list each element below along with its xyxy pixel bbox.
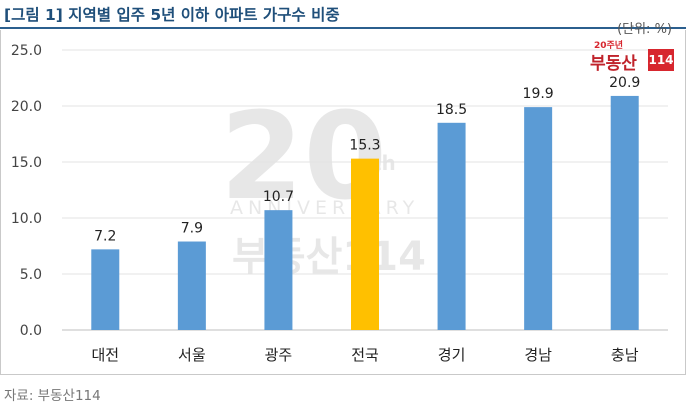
x-tick-label: 광주 [265, 346, 293, 364]
watermark-brand: 부동산114 [232, 234, 426, 280]
x-tick-label: 서울 [178, 346, 206, 364]
bar-서울 [177, 241, 206, 330]
y-tick-label: 0.0 [20, 323, 42, 339]
source-note: 자료: 부동산114 [4, 388, 101, 404]
x-axis-labels: 대전 서울 광주 전국 경기 경남 충남 [91, 346, 638, 364]
bar-충남 [610, 95, 639, 330]
y-tick-label: 20.0 [11, 99, 42, 115]
y-tick-label: 5.0 [20, 267, 42, 283]
x-tick-label: 경남 [524, 346, 552, 364]
bar-전국 [351, 158, 379, 330]
title-rule [0, 27, 686, 29]
chart-title: [그림 1] 지역별 입주 5년 이하 아파트 가구수 비중 [4, 6, 340, 24]
value-label: 15.3 [349, 138, 380, 154]
logo-brand: 부동산 [590, 54, 637, 74]
bar-경기 [437, 122, 466, 330]
y-tick-label: 25.0 [11, 43, 42, 59]
unit-label: (단위: %) [617, 22, 672, 37]
value-label: 18.5 [436, 102, 467, 118]
brand-logo: 20주년 부동산 114 [590, 38, 676, 74]
value-label: 10.7 [263, 189, 294, 205]
watermark-line: ANNIVERSARY [230, 197, 419, 219]
x-tick-label: 충남 [611, 346, 639, 364]
bars [91, 95, 639, 331]
y-tick-label: 10.0 [11, 211, 42, 227]
value-label: 19.9 [523, 86, 554, 102]
bar-경남 [524, 107, 553, 331]
x-tick-label: 대전 [91, 346, 119, 364]
logo-anniversary: 20주년 [594, 41, 624, 51]
value-label: 7.9 [181, 221, 203, 237]
bar-대전 [91, 249, 120, 330]
watermark: 20 th ANNIVERSARY 부동산114 [220, 88, 426, 280]
bar-광주 [264, 210, 293, 330]
y-axis-ticks: 0.0 5.0 10.0 15.0 20.0 25.0 [11, 43, 42, 339]
value-label: 20.9 [609, 75, 640, 91]
y-tick-label: 15.0 [11, 155, 42, 171]
x-tick-label: 전국 [351, 346, 379, 364]
logo-number: 114 [648, 49, 674, 71]
x-tick-label: 경기 [438, 346, 466, 364]
value-labels: 7.2 7.9 10.7 15.3 18.5 19.9 20.9 [94, 75, 640, 244]
value-label: 7.2 [94, 228, 116, 244]
